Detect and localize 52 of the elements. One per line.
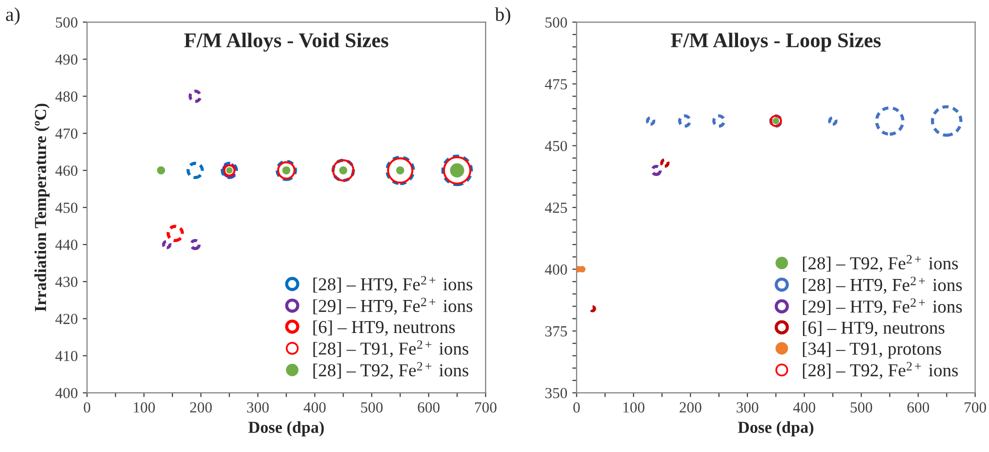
y-tick-label: 450: [544, 140, 567, 152]
y-tick-label: 450: [55, 202, 78, 213]
y-axis-title: Irradiation Temperature (ºC): [34, 104, 50, 312]
y-tick-label: 430: [55, 276, 78, 288]
chart-title: F/M Alloys - Void Sizes: [184, 32, 388, 52]
y-tick-label: 400: [55, 388, 78, 398]
x-tick-label: 500: [850, 402, 872, 413]
x-tick-label: 300: [247, 402, 269, 413]
legend-label: [28] – T92, Fe$^{2+}$ ions: [313, 362, 468, 379]
x-tick-label: 400: [793, 402, 816, 413]
y-tick-label: 425: [544, 202, 567, 213]
x-tick-label: 600: [907, 402, 930, 413]
legend-label: [28] – T92, Fe$^{2+}$ ions: [802, 362, 958, 379]
y-tick-label: 375: [545, 326, 567, 336]
x-tick-label: 100: [623, 402, 644, 413]
y-tick-label: 475: [544, 79, 567, 90]
x-tick-label: 200: [680, 402, 702, 413]
x-tick-label: 700: [964, 402, 986, 413]
chart-title: F/M Alloys - Loop Sizes: [670, 32, 881, 52]
y-tick-label: 400: [544, 264, 567, 275]
y-tick-label: 440: [55, 240, 78, 250]
y-tick-label: 460: [55, 166, 78, 176]
legend-label: [28] – HT9, Fe$^{2+}$ ions: [802, 276, 962, 294]
y-tick-label: 490: [55, 54, 78, 65]
legend-label: [28] – T91, Fe$^{2+}$ ions: [313, 340, 468, 358]
x-tick-label: 100: [134, 402, 155, 413]
text: b): [494, 7, 510, 25]
y-tick-label: 500: [546, 17, 567, 28]
x-tick-label: 0: [84, 402, 90, 413]
y-tick-label: 470: [55, 128, 78, 139]
legend-label: [28] – HT9, Fe$^{2+}$ ions: [313, 276, 472, 293]
legend-label: [34] – T91, protons: [802, 342, 942, 358]
y-tick-label: 420: [55, 314, 78, 324]
x-tick-label: 200: [190, 402, 212, 413]
legend-label: [28] – T92, Fe$^{2+}$ ions: [802, 255, 958, 272]
legend-label: [6] – HT9, neutrons: [313, 320, 455, 336]
legend-label: [6] – HT9, neutrons: [802, 321, 944, 336]
x-tick-label: 700: [475, 402, 496, 413]
x-tick-label: 600: [418, 402, 440, 413]
text: a): [6, 7, 20, 25]
y-tick-label: 410: [55, 350, 78, 362]
legend-label: [29] – HT9, Fe$^{2+}$ ions: [802, 298, 962, 316]
legend-label: [29] – HT9, Fe$^{2+}$ ions: [313, 298, 472, 315]
x-tick-label: 0: [573, 402, 580, 413]
x-tick-label: 500: [361, 402, 383, 413]
x-axis-title: Dose (dpa): [248, 421, 324, 436]
y-tick-label: 480: [55, 91, 78, 102]
y-tick-label: 350: [545, 388, 567, 398]
y-tick-label: 500: [56, 17, 78, 28]
x-axis-title: Dose (dpa): [738, 421, 814, 436]
x-tick-label: 400: [304, 402, 326, 413]
x-tick-label: 300: [736, 402, 758, 413]
